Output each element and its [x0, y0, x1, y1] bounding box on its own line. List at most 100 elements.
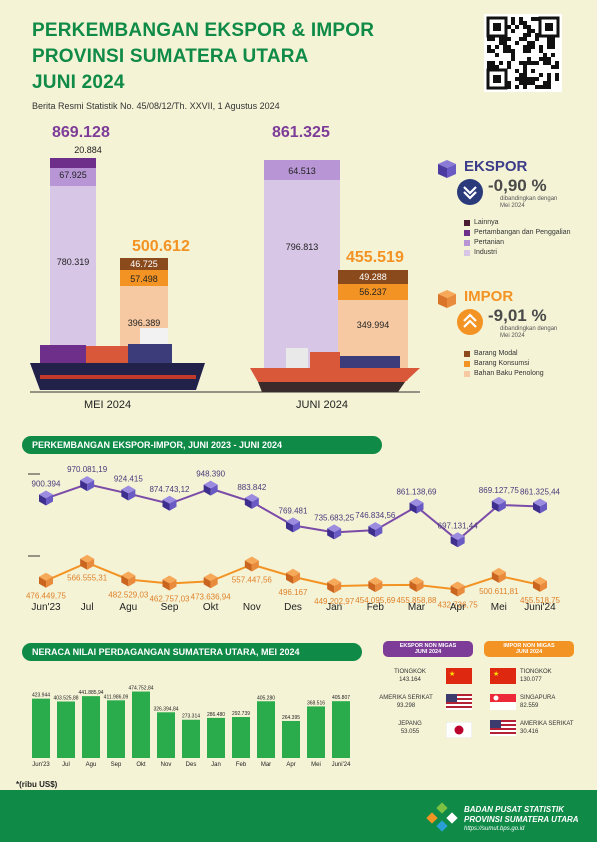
bar-tick-label: Feb: [236, 762, 247, 768]
line-data-label: 500.611,81: [479, 587, 519, 596]
partner-value: 53.055: [400, 729, 420, 735]
line-point: [368, 522, 383, 538]
line-point: [286, 517, 300, 533]
bar-data-label: 368.516: [307, 700, 325, 706]
line-data-label: 697.131,44: [438, 521, 479, 530]
bar-data-label: 405.807: [332, 695, 350, 701]
line-tick-label: Jul: [81, 602, 94, 613]
line-data-label: 432.736,75: [438, 600, 479, 609]
bar-data-label: 405.280: [257, 695, 275, 701]
line-data-label: 948.390: [196, 470, 225, 479]
legend-swatch: [464, 239, 470, 246]
impor-title: IMPOR: [464, 288, 514, 305]
bar: [32, 698, 50, 758]
juni-ekspor-industri-label: 796.813: [285, 242, 319, 252]
bps-logo-icon: [426, 802, 458, 832]
mei-impor-konsumsi: [120, 270, 168, 286]
line-point: [491, 496, 506, 512]
ekspor-note-2: Mei 2024: [500, 203, 525, 209]
legend-pertanian: Pertanian: [464, 239, 504, 246]
line-tick-label: Mar: [408, 602, 426, 613]
footer-url[interactable]: https://sumut.bps.go.id: [464, 826, 525, 832]
line-tick-label: Feb: [367, 602, 385, 613]
line-data-label: 869.127,75: [479, 486, 520, 495]
bar-tick-label: Mei: [311, 762, 321, 768]
line-point: [450, 532, 465, 548]
partner-value: 143.164: [399, 677, 421, 683]
impor-partner-tab: IMPOR NON MIGAS JUNI 2024: [484, 641, 574, 657]
line-point: [203, 573, 218, 589]
legend-swatch: [464, 219, 470, 226]
legend-swatch: [464, 249, 470, 256]
legend-swatch: [464, 350, 470, 357]
partner-value: 130.077: [520, 677, 542, 683]
partner-value: 93.298: [396, 703, 416, 709]
bar-data-label: 264.395: [282, 715, 300, 721]
impor-down-arrow-icon: [457, 309, 483, 335]
ekspor-change: -0,90 %: [488, 176, 547, 195]
mei-ekspor-total: 869.128: [52, 124, 110, 141]
mei-ekspor-pertanian: [50, 168, 96, 186]
legend-label: Barang Modal: [474, 350, 518, 357]
bar: [282, 720, 300, 758]
month-label-juni: JUNI 2024: [296, 399, 348, 411]
mei-impor-konsumsi-label: 57.498: [130, 274, 158, 284]
bar-chart: 423.944 Jun'23 403.525,88 Jul 441.885,94 Agu 4…: [32, 686, 351, 768]
legend-barang-konsumsi: Barang Konsumsi: [464, 360, 529, 367]
japan-flag-icon: [446, 722, 472, 738]
partner-name: TIONGKOK: [394, 669, 426, 675]
impor-note-2: Mei 2024: [500, 333, 525, 339]
unit-note: *(ribu US$): [16, 780, 58, 789]
juni-ekspor-total: 861.325: [272, 124, 330, 141]
bar: [232, 717, 250, 758]
bar-chart-title: NERACA NILAI PERDAGANGAN SUMATERA UTARA,…: [22, 643, 362, 661]
bar-tick-label: Des: [186, 762, 197, 768]
juni-ekspor-pertanian: [264, 160, 340, 180]
juni-ekspor-industri: [264, 180, 340, 381]
legend-barang-modal: Barang Modal: [464, 350, 518, 357]
line-point: [368, 577, 383, 593]
line-point: [533, 498, 547, 514]
partner-name: JEPANG: [398, 721, 422, 727]
line-point: [286, 568, 300, 584]
line-point: [162, 495, 177, 511]
line-point: [409, 576, 424, 592]
bar-data-label: 474.752,84: [128, 686, 153, 692]
qr-code[interactable]: [484, 14, 562, 92]
bar-tick-label: Agu: [86, 762, 97, 768]
mei-ekspor-lainnya-label: 20.884: [74, 145, 102, 155]
bar-data-label: 403.525,88: [53, 696, 78, 702]
line-point: [39, 572, 53, 588]
partner-name: AMERIKA SERIKAT: [379, 695, 433, 701]
china-flag-icon: ★: [446, 668, 472, 684]
bar-tick-label: Jun'23: [32, 762, 50, 768]
mei-impor-modal-label: 46.725: [130, 259, 158, 269]
impor-partner-2: SINGAPURA 82.559: [520, 694, 580, 710]
partner-name: TIONGKOK: [520, 669, 552, 675]
partner-value: 82.559: [520, 703, 539, 709]
title-line-3: JUNI 2024: [32, 72, 125, 93]
line-data-label: 449.202,97: [314, 597, 355, 606]
usa-flag-icon: [490, 720, 516, 736]
line-tick-label: Okt: [203, 602, 219, 613]
mei-ekspor-pertanian-label: 67.925: [59, 170, 87, 180]
ekspor-note-1: dibandingkan dengan: [500, 196, 558, 202]
subtitle: Berita Resmi Statistik No. 45/08/12/Th. …: [32, 101, 280, 111]
ekspor-cube-icon: [438, 160, 456, 178]
bar: [82, 696, 100, 758]
ekspor-partner-2: AMERIKA SERIKAT 93.298: [372, 694, 440, 710]
bar-data-label: 411.986,09: [104, 694, 129, 700]
legend-label: Barang Konsumsi: [474, 360, 530, 367]
ekspor-down-arrow-icon: [457, 179, 483, 205]
line-data-label: 476.449,75: [26, 592, 67, 601]
line-point: [409, 498, 424, 514]
juni-impor-total: 455.519: [346, 249, 404, 266]
mei-impor-modal: [120, 258, 168, 270]
legend-pertambangan: Pertambangan dan Penggalian: [464, 229, 571, 236]
line-data-label: 924.415: [114, 475, 143, 484]
footer-org-1: BADAN PUSAT STATISTIK: [464, 805, 564, 814]
ekspor-partner-3: JEPANG 53.055: [380, 720, 440, 736]
bar-tick-label: Jan: [211, 762, 221, 768]
line-tick-label: Jun'23: [31, 602, 61, 613]
line-tick-label: Agu: [119, 602, 137, 613]
